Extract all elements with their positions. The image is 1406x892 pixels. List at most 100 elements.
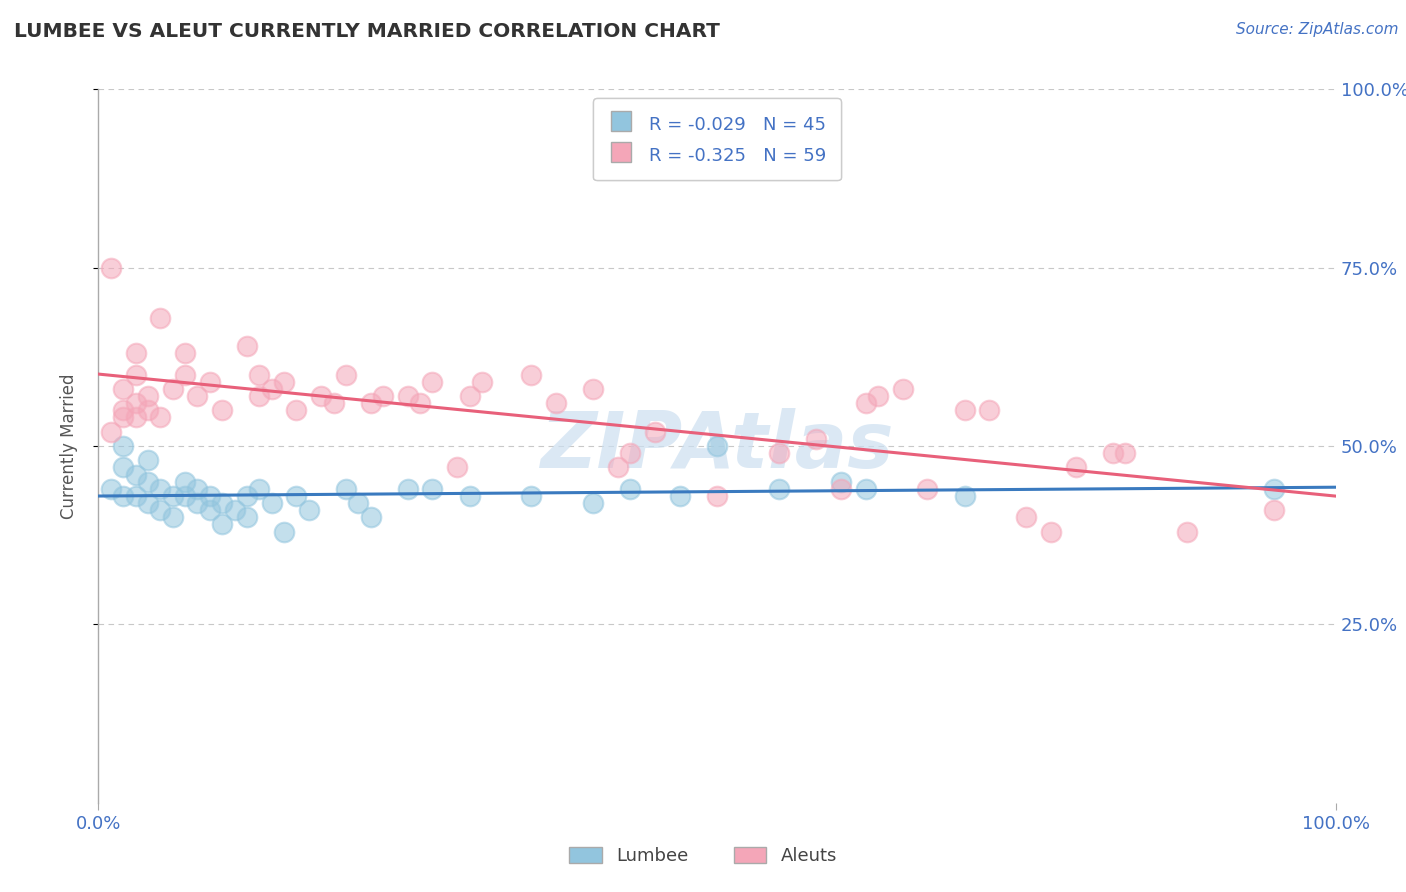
Point (236, 489, 259, 503)
Point (309, 389, 332, 403)
Point (768, 446, 790, 460)
Legend: Lumbee, Aleuts: Lumbee, Aleuts (560, 838, 846, 874)
Point (136, 475, 159, 489)
Point (891, 382, 914, 396)
Point (174, 475, 197, 489)
Point (273, 375, 295, 389)
Point (162, 510, 184, 524)
Point (285, 489, 308, 503)
Point (396, 482, 419, 496)
Point (471, 375, 494, 389)
Point (422, 482, 444, 496)
Point (247, 482, 270, 496)
Point (174, 368, 197, 382)
Point (162, 382, 184, 396)
Point (855, 396, 877, 410)
Point (619, 482, 641, 496)
Point (830, 475, 852, 489)
Point (247, 368, 270, 382)
Point (100, 260, 122, 275)
Point (112, 403, 135, 417)
Point (260, 496, 283, 510)
Point (866, 389, 889, 403)
Point (335, 482, 357, 496)
Point (917, 482, 939, 496)
Point (804, 432, 827, 446)
Point (100, 482, 122, 496)
Point (1263, 503, 1285, 517)
Point (520, 489, 543, 503)
Point (953, 403, 976, 417)
Point (224, 503, 246, 517)
Point (198, 375, 221, 389)
Point (124, 346, 146, 360)
Point (546, 396, 568, 410)
Point (768, 482, 790, 496)
Point (520, 368, 543, 382)
Point (149, 503, 172, 517)
Point (458, 489, 481, 503)
Point (186, 389, 208, 403)
Point (149, 310, 172, 325)
Point (1114, 446, 1136, 460)
Point (124, 368, 146, 382)
Point (706, 489, 728, 503)
Point (1102, 446, 1125, 460)
Point (136, 403, 159, 417)
Point (260, 382, 283, 396)
Point (1263, 482, 1285, 496)
Point (124, 396, 146, 410)
Point (360, 396, 382, 410)
Point (1064, 460, 1087, 475)
Point (335, 368, 357, 382)
Point (644, 425, 666, 439)
Point (136, 389, 159, 403)
Point (322, 396, 344, 410)
Point (149, 482, 172, 496)
Point (1040, 524, 1063, 539)
Point (211, 517, 233, 532)
Point (422, 375, 444, 389)
Point (112, 382, 135, 396)
Point (211, 403, 233, 417)
Point (607, 460, 630, 475)
Point (174, 489, 197, 503)
Point (396, 389, 419, 403)
Point (409, 396, 432, 410)
Text: ZIPAtlas: ZIPAtlas (540, 408, 894, 484)
Point (112, 410, 135, 425)
Point (706, 439, 728, 453)
Point (112, 439, 135, 453)
Y-axis label: Currently Married: Currently Married (59, 373, 77, 519)
Point (112, 489, 135, 503)
Point (198, 489, 221, 503)
Point (371, 389, 394, 403)
Point (136, 453, 159, 467)
Point (124, 410, 146, 425)
Point (1015, 510, 1038, 524)
Point (855, 482, 877, 496)
Point (174, 346, 197, 360)
Point (247, 389, 270, 403)
Point (830, 482, 852, 496)
Point (186, 496, 208, 510)
Point (582, 496, 605, 510)
Point (149, 410, 172, 425)
Point (979, 403, 1001, 417)
Point (273, 524, 295, 539)
Point (446, 460, 468, 475)
Point (360, 510, 382, 524)
Point (582, 382, 605, 396)
Point (458, 389, 481, 403)
Point (198, 503, 221, 517)
Point (669, 489, 692, 503)
Text: Source: ZipAtlas.com: Source: ZipAtlas.com (1236, 22, 1399, 37)
Point (211, 496, 233, 510)
Point (236, 510, 259, 524)
Point (285, 403, 308, 417)
Point (953, 489, 976, 503)
Point (1175, 524, 1198, 539)
Point (298, 503, 321, 517)
Text: LUMBEE VS ALEUT CURRENTLY MARRIED CORRELATION CHART: LUMBEE VS ALEUT CURRENTLY MARRIED CORREL… (14, 22, 720, 41)
Legend: R = -0.029   N = 45, R = -0.325   N = 59: R = -0.029 N = 45, R = -0.325 N = 59 (593, 98, 841, 180)
